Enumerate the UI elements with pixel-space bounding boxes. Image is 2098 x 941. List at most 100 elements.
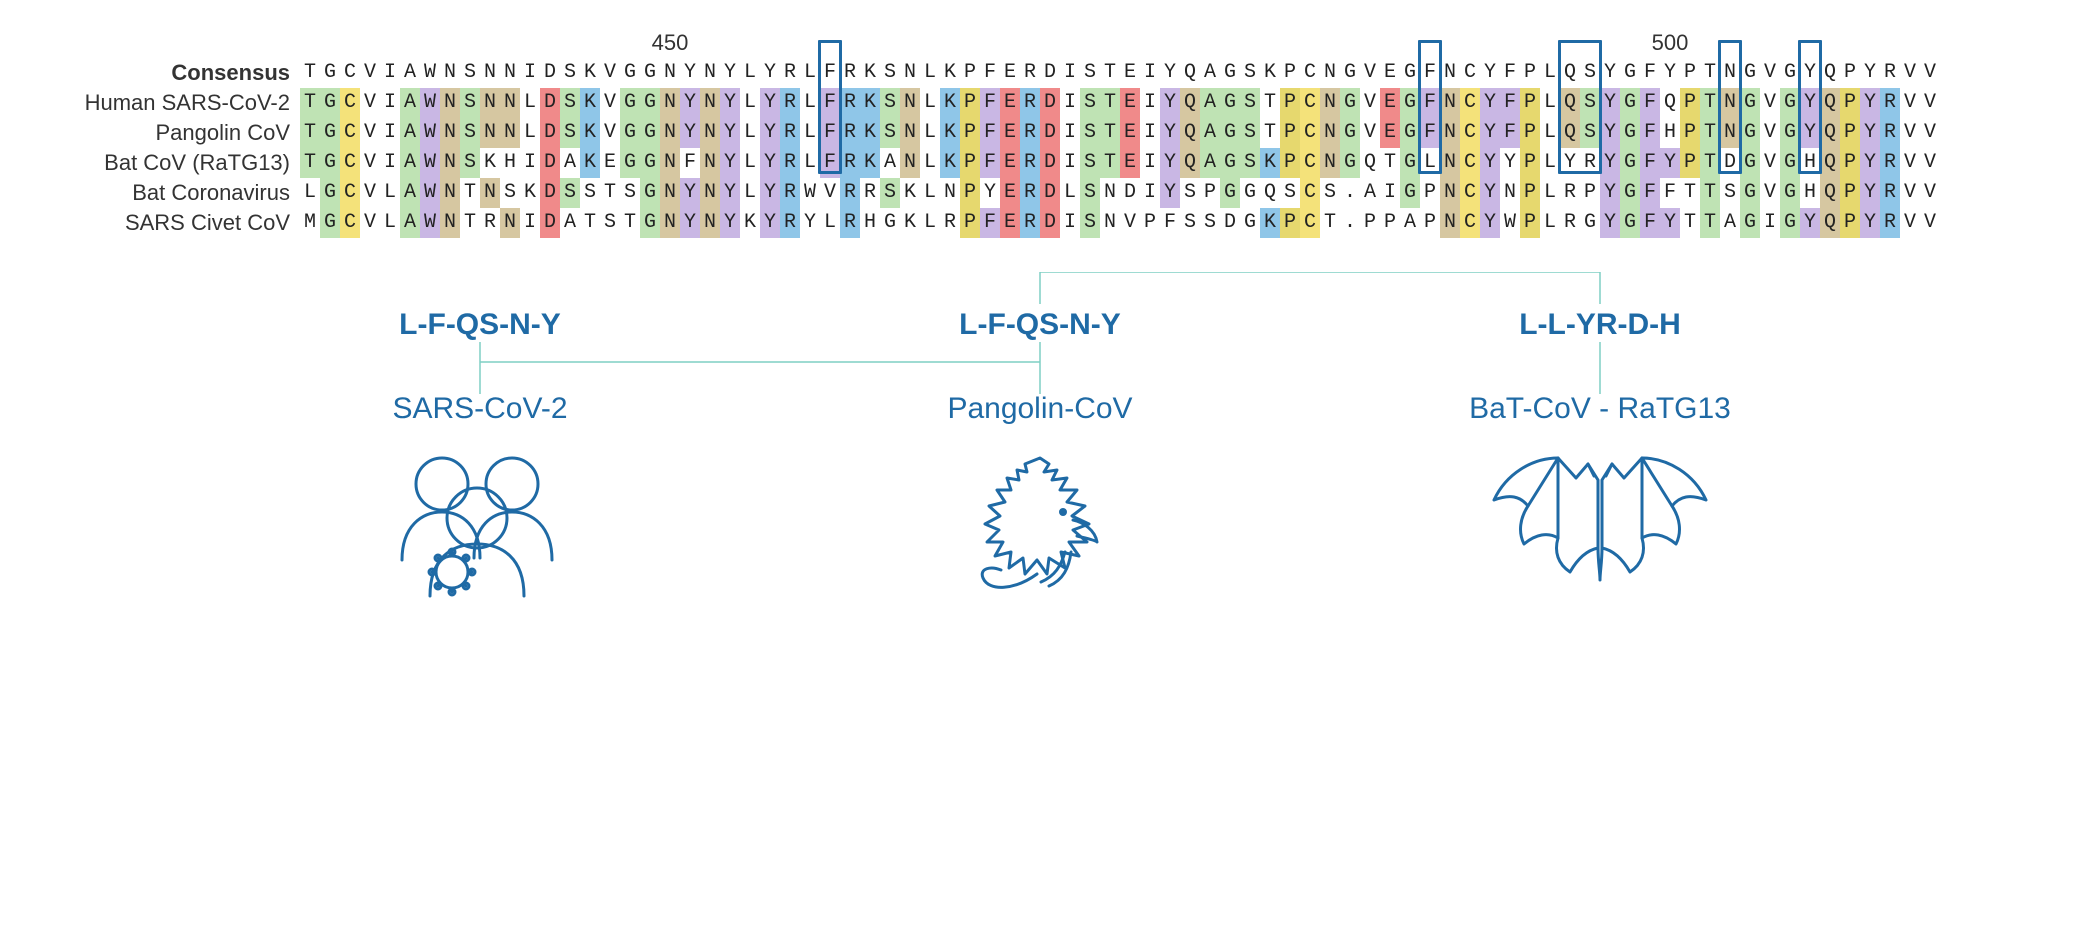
residue-cell: T: [300, 88, 320, 118]
residue-cell: F: [980, 88, 1000, 118]
residue-cell: V: [1900, 88, 1920, 118]
row-label: Pangolin CoV: [40, 120, 300, 146]
residue-cell: Y: [1600, 88, 1620, 118]
residue-cell: Y: [760, 178, 780, 208]
residue-cell: K: [1260, 58, 1280, 88]
residue-cell: W: [420, 208, 440, 238]
residue-cell: P: [1680, 118, 1700, 148]
residue-cell: N: [1320, 58, 1340, 88]
residue-cell: V: [600, 118, 620, 148]
residue-cell: I: [520, 148, 540, 178]
residue-cell: N: [1100, 208, 1120, 238]
residue-cell: N: [700, 88, 720, 118]
residue-cell: G: [320, 118, 340, 148]
residue-cell: N: [700, 208, 720, 238]
residue-cell: K: [580, 58, 600, 88]
residue-cell: Y: [1160, 88, 1180, 118]
row-label: Consensus: [40, 60, 300, 86]
residue-cell: T: [1100, 148, 1120, 178]
icon-row: [200, 440, 1900, 605]
residue-cell: I: [380, 88, 400, 118]
residue-cell: F: [1500, 58, 1520, 88]
residue-cell: P: [1520, 208, 1540, 238]
residue-cell: P: [1200, 178, 1220, 208]
residue-cell: R: [1880, 208, 1900, 238]
motif-label: L-L-YR-D-H: [1320, 308, 1880, 342]
residue-cell: A: [1200, 58, 1220, 88]
residue-cell: T: [300, 148, 320, 178]
residue-cell: K: [480, 148, 500, 178]
residue-cell: T: [1100, 118, 1120, 148]
residue-cell: Y: [1160, 178, 1180, 208]
residue-cell: P: [960, 118, 980, 148]
residue-cell: P: [1280, 208, 1300, 238]
residue-cell: P: [1840, 148, 1860, 178]
residue-cell: Y: [720, 148, 740, 178]
residue-cell: D: [1040, 208, 1060, 238]
residue-cell: C: [1460, 58, 1480, 88]
residue-cell: D: [1220, 208, 1240, 238]
residue-cell: G: [1400, 58, 1420, 88]
residue-cell: V: [1760, 178, 1780, 208]
residue-cell: V: [360, 208, 380, 238]
residue-cell: L: [300, 178, 320, 208]
residue-cell: A: [1200, 148, 1220, 178]
residue-cell: L: [820, 208, 840, 238]
residue-cell: R: [1560, 178, 1580, 208]
residue-cell: Y: [1600, 118, 1620, 148]
residue-cell: G: [320, 148, 340, 178]
residue-cell: C: [1460, 118, 1480, 148]
residue-cell: T: [300, 118, 320, 148]
residue-cell: G: [1220, 178, 1240, 208]
residue-cell: T: [600, 178, 620, 208]
residue-cell: G: [620, 88, 640, 118]
residue-cell: S: [460, 88, 480, 118]
residue-cell: G: [1740, 58, 1760, 88]
residue-cell: T: [1700, 148, 1720, 178]
residue-cell: G: [1740, 118, 1760, 148]
residue-cell: P: [960, 148, 980, 178]
residue-cell: E: [1000, 58, 1020, 88]
residue-cell: D: [1040, 88, 1060, 118]
residue-cell: F: [1640, 178, 1660, 208]
residue-cell: G: [1620, 178, 1640, 208]
residue-cell: L: [1540, 208, 1560, 238]
alignment-row: SARS Civet CoVMGCVLAWNTRNIDATSTGNYNYKYRY…: [40, 208, 2058, 238]
residue-cell: A: [1200, 88, 1220, 118]
residue-cell: Y: [1480, 88, 1500, 118]
residue-cell: Y: [1860, 58, 1880, 88]
residue-cell: Y: [680, 118, 700, 148]
residue-cell: F: [1420, 118, 1440, 148]
bat-icon: [1320, 440, 1880, 605]
residue-cell: D: [540, 208, 560, 238]
residue-cell: V: [360, 118, 380, 148]
residue-cell: Q: [1180, 88, 1200, 118]
row-label: Bat Coronavirus: [40, 180, 300, 206]
residue-cell: T: [1100, 58, 1120, 88]
residue-cell: L: [1540, 58, 1560, 88]
residue-cell: S: [880, 178, 900, 208]
residue-cell: S: [1580, 88, 1600, 118]
residue-cell: P: [1840, 88, 1860, 118]
residue-cell: G: [640, 58, 660, 88]
residue-cell: Q: [1820, 178, 1840, 208]
residue-cell: V: [600, 88, 620, 118]
residue-cell: V: [1360, 118, 1380, 148]
residue-cell: Y: [1860, 148, 1880, 178]
residue-cell: L: [800, 148, 820, 178]
residue-cell: S: [1080, 118, 1100, 148]
residue-cell: Q: [1560, 88, 1580, 118]
residue-cell: T: [300, 58, 320, 88]
residue-cell: L: [740, 58, 760, 88]
residue-cell: V: [1900, 148, 1920, 178]
residue-cell: Y: [760, 148, 780, 178]
residue-cell: F: [980, 58, 1000, 88]
residue-cell: T: [1260, 118, 1280, 148]
residue-cell: S: [1240, 118, 1260, 148]
residue-cell: N: [1320, 88, 1340, 118]
residue-cell: P: [1520, 118, 1540, 148]
residue-cell: N: [1440, 118, 1460, 148]
residue-cell: R: [780, 88, 800, 118]
residue-cell: F: [1420, 58, 1440, 88]
residue-cell: W: [420, 118, 440, 148]
